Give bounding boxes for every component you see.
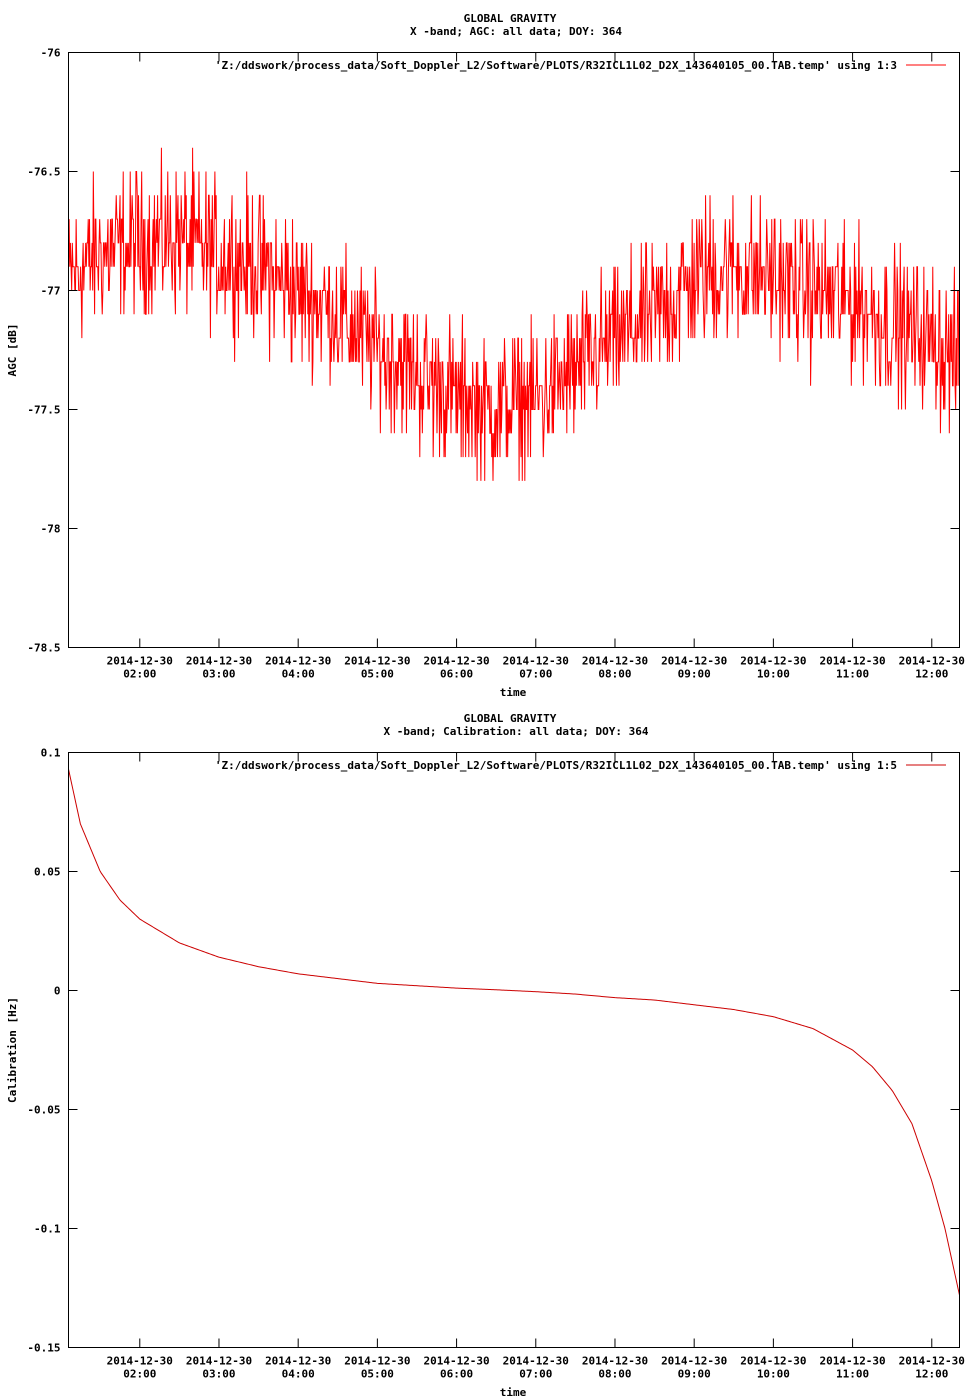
calibration-y-tick-label: -0.05 bbox=[27, 1104, 60, 1117]
agc-y-tick-label: -78.5 bbox=[27, 642, 60, 655]
agc-x-tick-time: 02:00 bbox=[123, 668, 156, 681]
calibration-x-tick-date: 2014-12-30 bbox=[740, 1355, 806, 1368]
calibration-x-tick-date: 2014-12-30 bbox=[265, 1355, 331, 1368]
calibration-series-line bbox=[68, 769, 960, 1296]
agc-x-tick-date: 2014-12-30 bbox=[819, 655, 885, 668]
agc-chart-title: GLOBAL GRAVITY bbox=[464, 12, 557, 25]
agc-x-tick-time: 05:00 bbox=[361, 668, 394, 681]
agc-x-tick-date: 2014-12-30 bbox=[107, 655, 173, 668]
calibration-x-tick-date: 2014-12-30 bbox=[186, 1355, 252, 1368]
calibration-x-tick-date: 2014-12-30 bbox=[661, 1355, 727, 1368]
calibration-x-tick-date: 2014-12-30 bbox=[344, 1355, 410, 1368]
agc-axes-layer: -76-76.5-77-77.5-78-78.52014-12-3002:002… bbox=[27, 47, 965, 681]
calibration-axes-layer: 0.10.050-0.05-0.1-0.152014-12-3002:00201… bbox=[27, 747, 965, 1381]
agc-x-tick-date: 2014-12-30 bbox=[344, 655, 410, 668]
calibration-y-tick-label: 0.1 bbox=[41, 747, 61, 760]
calibration-x-tick-time: 08:00 bbox=[598, 1368, 631, 1381]
calibration-x-tick-time: 07:00 bbox=[519, 1368, 552, 1381]
agc-x-tick-time: 11:00 bbox=[836, 668, 869, 681]
calibration-plot-frame bbox=[68, 752, 960, 1348]
agc-x-tick-date: 2014-12-30 bbox=[503, 655, 569, 668]
calibration-y-tick-label: 0.05 bbox=[34, 866, 61, 879]
agc-y-tick-label: -78 bbox=[41, 523, 61, 536]
calibration-x-tick-time: 12:00 bbox=[915, 1368, 948, 1381]
calibration-x-tick-time: 04:00 bbox=[282, 1368, 315, 1381]
agc-x-tick-date: 2014-12-30 bbox=[582, 655, 648, 668]
calibration-x-tick-date: 2014-12-30 bbox=[503, 1355, 569, 1368]
calibration-y-tick-label: 0 bbox=[54, 985, 61, 998]
calibration-x-tick-time: 03:00 bbox=[202, 1368, 235, 1381]
calibration-x-tick-time: 06:00 bbox=[440, 1368, 473, 1381]
agc-x-tick-time: 04:00 bbox=[282, 668, 315, 681]
calibration-x-tick-time: 10:00 bbox=[757, 1368, 790, 1381]
agc-plot-frame bbox=[68, 52, 960, 648]
agc-x-tick-date: 2014-12-30 bbox=[423, 655, 489, 668]
agc-x-axis-label: time bbox=[500, 686, 527, 699]
calibration-chart: GLOBAL GRAVITY X -band; Calibration: all… bbox=[6, 712, 965, 1399]
calibration-x-tick-time: 11:00 bbox=[836, 1368, 869, 1381]
agc-x-tick-time: 09:00 bbox=[678, 668, 711, 681]
calibration-x-tick-time: 09:00 bbox=[678, 1368, 711, 1381]
calibration-x-tick-time: 05:00 bbox=[361, 1368, 394, 1381]
agc-y-tick-label: -77 bbox=[41, 285, 61, 298]
agc-x-tick-date: 2014-12-30 bbox=[265, 655, 331, 668]
agc-y-tick-label: -77.5 bbox=[27, 404, 60, 417]
agc-x-tick-date: 2014-12-30 bbox=[899, 655, 965, 668]
agc-series-line bbox=[68, 147, 960, 481]
calibration-x-tick-date: 2014-12-30 bbox=[107, 1355, 173, 1368]
calibration-x-tick-time: 02:00 bbox=[123, 1368, 156, 1381]
agc-x-tick-time: 07:00 bbox=[519, 668, 552, 681]
calibration-x-axis-label: time bbox=[500, 1386, 527, 1399]
calibration-chart-subtitle: X -band; Calibration: all data; DOY: 364 bbox=[384, 725, 649, 738]
agc-chart: GLOBAL GRAVITY X -band; AGC: all data; D… bbox=[6, 12, 965, 699]
calibration-x-tick-date: 2014-12-30 bbox=[819, 1355, 885, 1368]
agc-y-tick-label: -76.5 bbox=[27, 166, 60, 179]
calibration-legend-label: 'Z:/ddswork/process_data/Soft_Doppler_L2… bbox=[215, 759, 897, 772]
calibration-x-tick-date: 2014-12-30 bbox=[582, 1355, 648, 1368]
agc-x-tick-date: 2014-12-30 bbox=[186, 655, 252, 668]
agc-x-tick-date: 2014-12-30 bbox=[661, 655, 727, 668]
calibration-chart-title: GLOBAL GRAVITY bbox=[464, 712, 557, 725]
calibration-x-tick-date: 2014-12-30 bbox=[423, 1355, 489, 1368]
agc-y-axis-label: AGC [dB] bbox=[6, 324, 19, 377]
calibration-y-tick-label: -0.15 bbox=[27, 1342, 60, 1355]
agc-legend-label: 'Z:/ddswork/process_data/Soft_Doppler_L2… bbox=[215, 59, 897, 72]
agc-x-tick-time: 03:00 bbox=[202, 668, 235, 681]
calibration-x-tick-date: 2014-12-30 bbox=[899, 1355, 965, 1368]
calibration-y-axis-label: Calibration [Hz] bbox=[6, 997, 19, 1103]
calibration-series-layer bbox=[68, 769, 960, 1296]
agc-x-tick-time: 10:00 bbox=[757, 668, 790, 681]
agc-x-tick-time: 08:00 bbox=[598, 668, 631, 681]
agc-chart-subtitle: X -band; AGC: all data; DOY: 364 bbox=[410, 25, 622, 38]
agc-x-tick-time: 12:00 bbox=[915, 668, 948, 681]
agc-x-tick-time: 06:00 bbox=[440, 668, 473, 681]
agc-x-tick-date: 2014-12-30 bbox=[740, 655, 806, 668]
agc-series-layer bbox=[68, 147, 960, 481]
calibration-y-tick-label: -0.1 bbox=[34, 1223, 61, 1236]
agc-y-tick-label: -76 bbox=[41, 47, 61, 60]
